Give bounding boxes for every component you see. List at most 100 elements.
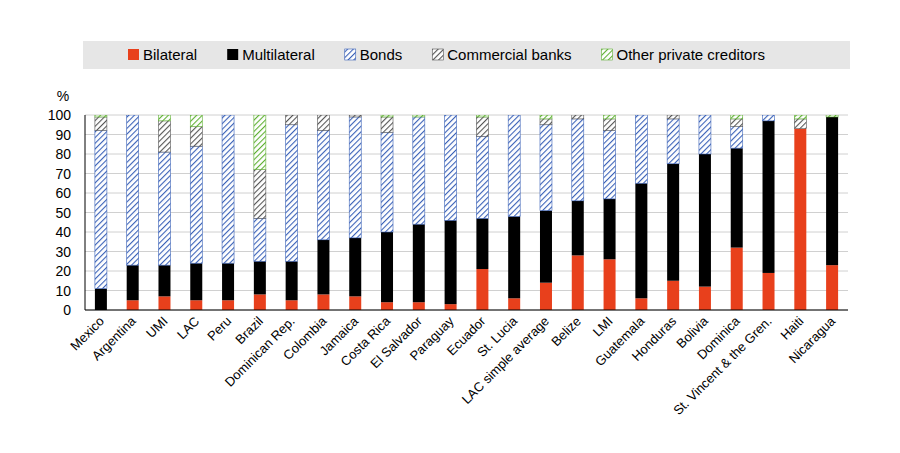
bar-segment	[222, 263, 234, 300]
bar-segment	[158, 152, 170, 265]
bar-segment	[381, 232, 393, 302]
bar-segment	[381, 133, 393, 232]
x-axis-line	[85, 310, 848, 311]
bar-segment	[381, 115, 393, 117]
y-axis-label: %	[57, 88, 69, 104]
bar-segment	[635, 298, 647, 310]
y-tick-label: 50	[55, 205, 71, 221]
bar-segment	[95, 289, 107, 310]
bar-segment	[508, 115, 520, 116]
bar-segment	[604, 115, 616, 119]
bar-segment	[190, 127, 202, 147]
bar-segment	[158, 296, 170, 310]
y-axis-line	[85, 115, 86, 310]
bar-segment	[445, 220, 457, 304]
x-tick-label: Nicaragua	[786, 313, 839, 366]
y-tick-label: 10	[55, 283, 71, 299]
legend-label: Multilateral	[242, 46, 315, 63]
bar-segment	[158, 115, 170, 121]
x-tick-label: Paraguay	[407, 313, 457, 363]
bar-segment	[540, 119, 552, 125]
bar-segment	[604, 199, 616, 259]
bar-segment	[349, 296, 361, 310]
x-tick-label: Argentina	[89, 313, 140, 364]
bar-segment	[95, 115, 107, 117]
bar-segment	[317, 115, 329, 131]
bar-segment	[127, 115, 139, 116]
bar-segment	[413, 302, 425, 310]
bar-segment	[413, 117, 425, 224]
bar-segment	[127, 115, 139, 265]
bar-segment	[349, 115, 361, 116]
bar-segment	[445, 115, 457, 220]
bar-segment	[794, 129, 806, 310]
bar-segment	[222, 115, 234, 263]
bar-segment	[731, 115, 743, 119]
bar-segment	[127, 115, 139, 116]
bar-segment	[731, 127, 743, 148]
bar-segment	[413, 115, 425, 117]
bar-segment	[794, 115, 806, 119]
bar-segment	[635, 115, 647, 116]
legend-label: Bilateral	[143, 46, 197, 63]
bar-segment	[572, 119, 584, 201]
y-tick-label: 60	[55, 185, 71, 201]
bar-segment	[763, 115, 775, 121]
bar-segment	[349, 238, 361, 297]
y-tick-label: 70	[55, 166, 71, 182]
bar-segment	[763, 121, 775, 273]
y-tick-label: 100	[48, 107, 72, 123]
y-tick-label: 20	[55, 263, 71, 279]
bar-segment	[667, 115, 679, 116]
bar-segment	[317, 115, 329, 116]
bar-segment	[127, 300, 139, 310]
legend-label: Bonds	[360, 46, 403, 63]
bar-segment	[254, 218, 266, 261]
chart: 0102030405060708090100%MexicoArgentinaUM…	[0, 0, 900, 453]
bar-segment	[158, 121, 170, 152]
bar-segment	[413, 224, 425, 302]
bar-segment	[317, 294, 329, 310]
bar-segment	[667, 164, 679, 281]
bar-segment	[95, 117, 107, 131]
legend: BilateralMultilateralBondsCommercial ban…	[128, 46, 765, 63]
y-tick-label: 40	[55, 224, 71, 240]
bar-segment	[826, 115, 838, 117]
plot-area	[85, 115, 848, 310]
legend-box	[83, 41, 850, 69]
bar-segment	[190, 300, 202, 310]
bar-segment	[699, 115, 711, 116]
bar-segment	[540, 283, 552, 310]
bar-segment	[826, 117, 838, 265]
bar-segment	[286, 300, 298, 310]
bar-segment	[254, 170, 266, 219]
bar-segment	[254, 294, 266, 310]
bar-segment	[445, 115, 457, 116]
bar-segment	[635, 115, 647, 183]
x-tick-label: UMI	[143, 314, 170, 341]
bar-segment	[222, 300, 234, 310]
bar-segment	[635, 115, 647, 116]
bar-segment	[286, 115, 298, 125]
bar-segment	[476, 218, 488, 269]
bar-segment	[476, 117, 488, 137]
x-tick-label: LMI	[590, 314, 616, 340]
bar-segment	[190, 263, 202, 300]
bars	[95, 115, 838, 310]
bar-segment	[254, 115, 266, 170]
bar-segment	[731, 119, 743, 127]
bar-segment	[286, 261, 298, 300]
grid-line	[85, 310, 848, 311]
legend-swatch	[345, 49, 356, 60]
bar-segment	[731, 148, 743, 247]
bar-segment	[604, 119, 616, 131]
bar-segment	[667, 115, 679, 119]
x-tick-label: Colombia	[280, 313, 330, 363]
bar-segment	[476, 115, 488, 117]
bar-segment	[667, 119, 679, 164]
bar-segment	[222, 115, 234, 116]
bar-segment	[476, 136, 488, 218]
bar-segment	[699, 115, 711, 154]
x-tick-label: LAC	[174, 314, 202, 342]
bar-segment	[572, 115, 584, 119]
